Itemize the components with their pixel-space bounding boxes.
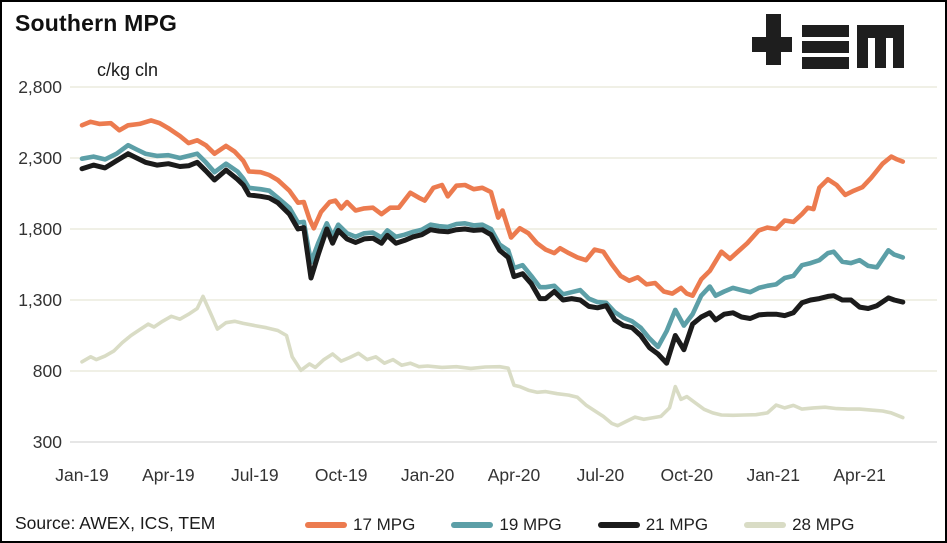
- x-axis-tick-label: Jan-19: [55, 465, 109, 485]
- x-axis-tick-label: Apr-19: [142, 465, 195, 485]
- x-axis-tick-label: Oct-19: [315, 465, 368, 485]
- x-axis-tick-label: Jul-19: [231, 465, 279, 485]
- series-line-19-mpg: [79, 142, 906, 350]
- x-axis-tick-label: Jan-20: [401, 465, 455, 485]
- legend-swatch: [597, 522, 640, 528]
- x-axis-tick-label: Jan-21: [746, 465, 800, 485]
- legend-label: 19 MPG: [499, 515, 562, 534]
- legend-label: 17 MPG: [353, 515, 416, 534]
- legend-item-17-mpg: 17 MPG: [305, 515, 415, 535]
- legend-label: 21 MPG: [645, 515, 709, 534]
- x-axis-tick-label: Apr-20: [488, 465, 541, 485]
- legend: 17 MPG 19 MPG 21 MPG 28 MPG: [305, 509, 854, 541]
- legend-item-21-mpg: 21 MPG: [597, 515, 709, 535]
- y-axis-unit-label: c/kg cln: [97, 60, 158, 80]
- chart-footer: Source: AWEX, ICS, TEM 17 MPG 19 MPG 21 MP…: [2, 509, 945, 541]
- x-axis-tick-label: Jul-20: [577, 465, 625, 485]
- y-axis-tick-label: 2,800: [18, 77, 62, 97]
- series-line-21-mpg: [79, 151, 906, 366]
- legend-item-28-mpg: 28 MPG: [744, 515, 854, 535]
- legend-item-19-mpg: 19 MPG: [451, 515, 562, 535]
- legend-swatch: [305, 522, 347, 528]
- page-title: Southern MPG: [15, 10, 178, 36]
- y-axis-tick-label: 1,300: [18, 290, 62, 310]
- series-line-17-mpg: [79, 118, 906, 299]
- tem-logo: [752, 14, 904, 69]
- legend-swatch: [451, 522, 494, 528]
- y-axis-tick-label: 1,800: [18, 219, 62, 239]
- legend-swatch: [744, 522, 787, 528]
- source-text: Source: AWEX, ICS, TEM: [15, 513, 216, 533]
- x-axis-tick-label: Apr-21: [833, 465, 886, 485]
- x-axis-tick-label: Oct-20: [661, 465, 714, 485]
- series-line-28-mpg: [80, 294, 905, 428]
- y-axis-tick-label: 300: [33, 432, 62, 452]
- y-axis-tick-label: 800: [33, 361, 62, 381]
- y-axis-tick-label: 2,300: [18, 148, 62, 168]
- legend-label: 28 MPG: [792, 515, 855, 534]
